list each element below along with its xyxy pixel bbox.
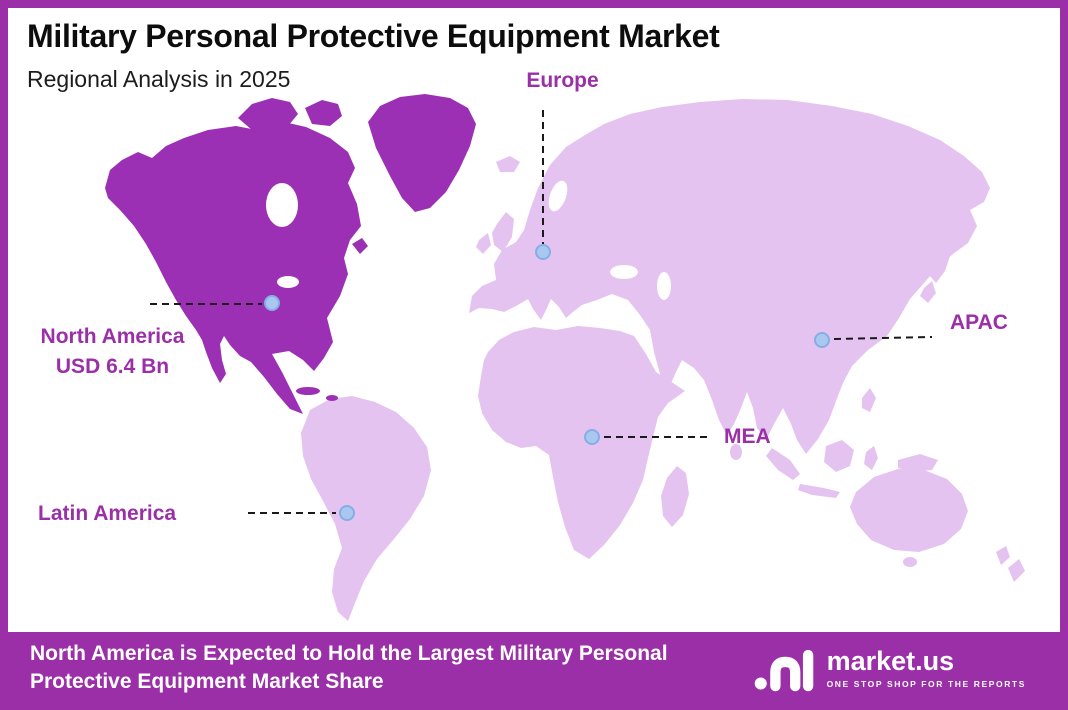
- page-title: Military Personal Protective Equipment M…: [27, 18, 720, 54]
- island-sri-lanka: [730, 444, 742, 460]
- island-java: [798, 484, 840, 498]
- island-philippines: [862, 388, 876, 412]
- baltic-sea: [548, 180, 568, 212]
- region-marker-latin-america: [339, 505, 355, 521]
- island-sumatra: [766, 448, 800, 480]
- map-regions-other: [301, 99, 1025, 621]
- region-label-latin-america: Latin America: [38, 502, 177, 525]
- brand-name: market.us: [826, 645, 955, 676]
- island-japan-south: [920, 281, 936, 303]
- landmass-africa: [478, 326, 685, 559]
- black-sea: [610, 265, 638, 279]
- island-arctic-2: [305, 100, 342, 126]
- island-japan-north: [929, 249, 950, 283]
- caspian-sea: [657, 272, 671, 300]
- region-label-europe: Europe: [526, 69, 599, 92]
- island-new-zealand-south: [1008, 559, 1025, 582]
- brand-text: market.us ONE STOP SHOP FOR THE REPORTS: [826, 645, 1026, 690]
- great-lakes: [277, 276, 299, 288]
- leader-line-apac: [833, 336, 933, 340]
- region-marker-north-america: [264, 295, 280, 311]
- footer-banner: North America is Expected to Hold the La…: [0, 632, 1068, 710]
- island-ireland: [476, 233, 491, 254]
- island-iceland: [496, 156, 520, 172]
- landmass-eurasia: [469, 99, 990, 454]
- island-new-zealand-north: [996, 546, 1010, 565]
- island-madagascar: [661, 466, 689, 527]
- region-label-mea: MEA: [724, 425, 771, 448]
- island-uk: [492, 212, 514, 252]
- water-cutouts: [266, 180, 671, 300]
- island-sulawesi: [864, 446, 878, 470]
- island-borneo: [824, 440, 854, 472]
- island-tasmania: [903, 557, 917, 567]
- island-arctic-1: [238, 98, 298, 132]
- hudson-bay: [266, 183, 298, 227]
- landmass-south-america: [301, 396, 431, 621]
- island-arctic-3: [255, 136, 290, 152]
- map-region-north-america: [105, 94, 476, 414]
- marketus-logo-icon: [754, 649, 813, 692]
- region-marker-apac: [814, 332, 830, 348]
- island-newfoundland: [352, 238, 368, 254]
- region-label-north-america: North America USD 6.4 Bn: [5, 322, 220, 382]
- region-value-north-america: USD 6.4 Bn: [55, 355, 170, 378]
- landmass-australia: [850, 469, 968, 552]
- region-label-north-america-text: North America: [40, 325, 185, 348]
- landmass-north-america: [105, 122, 361, 414]
- region-markers: [264, 244, 830, 521]
- footer-headline: North America is Expected to Hold the La…: [30, 642, 668, 693]
- island-new-guinea: [898, 454, 938, 472]
- leader-lines: [150, 110, 933, 514]
- region-marker-europe: [535, 244, 551, 260]
- region-marker-mea: [584, 429, 600, 445]
- page-subtitle: Regional Analysis in 2025: [27, 66, 291, 92]
- brand-block: market.us ONE STOP SHOP FOR THE REPORTS: [753, 643, 1026, 693]
- island-hispaniola: [326, 395, 338, 401]
- landmass-greenland: [368, 94, 476, 212]
- island-cuba: [296, 387, 320, 395]
- region-label-apac: APAC: [950, 311, 1008, 334]
- brand-tagline: ONE STOP SHOP FOR THE REPORTS: [826, 679, 1026, 690]
